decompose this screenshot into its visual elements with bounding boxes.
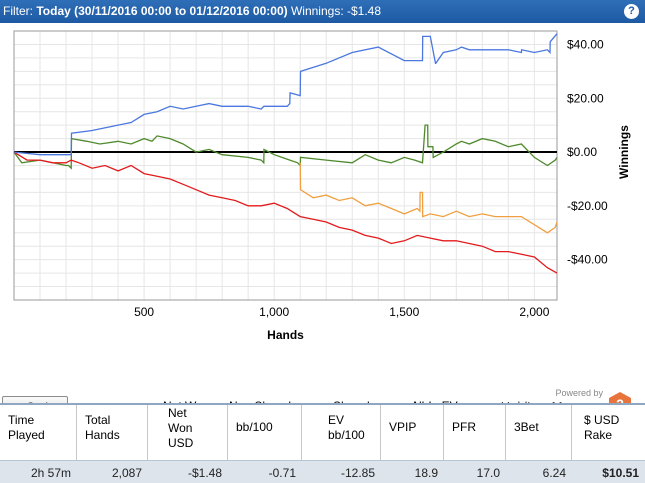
value-bb-100: -0.71 xyxy=(268,466,296,480)
series-line-net-won xyxy=(13,124,558,170)
plot-border xyxy=(13,30,558,301)
value-usd-rake: $10.51 xyxy=(602,466,639,480)
y-tick-label: $40.00 xyxy=(567,37,604,51)
y-tick-label: $0.00 xyxy=(567,145,597,159)
x-tick-label: 500 xyxy=(134,305,154,319)
filter-prefix: Filter: xyxy=(3,4,33,18)
header-pfr[interactable]: PFR xyxy=(444,405,506,460)
stats-table: Time Played Total Hands Net Won USD bb/1… xyxy=(0,403,645,483)
value-vpip: 18.9 xyxy=(414,466,438,480)
x-tick-label: 2,000 xyxy=(519,305,549,319)
header-net-won-usd[interactable]: Net Won USD xyxy=(148,405,228,460)
winnings-chart-area: 500 1,000 1,500 2,000 $40.00 $20.00 $0.00 -$20.… xyxy=(0,23,645,418)
filter-date-range: Today (30/11/2016 00:00 to 01/12/2016 00… xyxy=(36,4,288,18)
value-pfr: 17.0 xyxy=(476,466,500,480)
header-usd-rake[interactable]: $ USD Rake xyxy=(572,405,645,460)
value-ev-bb-100: -12.85 xyxy=(340,466,375,480)
header-ev-bb-100[interactable]: EV bb/100 xyxy=(302,405,381,460)
help-icon[interactable]: ? xyxy=(624,4,639,19)
series-line-non-showdown xyxy=(13,151,558,274)
header-label: VPIP xyxy=(389,420,417,434)
value-time-played: 2h 57m xyxy=(30,466,71,480)
y-tick-label: -$20.00 xyxy=(567,199,608,213)
header-bb-100[interactable]: bb/100 xyxy=(228,405,302,460)
header-label: bb/100 xyxy=(236,420,273,434)
header-time-played[interactable]: Time Played xyxy=(0,405,77,460)
value-total-hands: 2,087 xyxy=(111,466,142,480)
header-label: EV bb/100 xyxy=(328,413,365,442)
header-total-hands[interactable]: Total Hands xyxy=(77,405,148,460)
y-axis-label: Winnings xyxy=(617,125,631,179)
y-tick-label: -$40.00 xyxy=(567,253,608,267)
value-net-won-usd: -$1.48 xyxy=(187,466,222,480)
filter-title-bar: Filter: Today (30/11/2016 00:00 to 01/12… xyxy=(0,0,645,23)
header-label: $ USD Rake xyxy=(584,413,620,442)
header-label: PFR xyxy=(452,420,476,434)
series-line-showdown xyxy=(13,33,558,156)
header-label: Time Played xyxy=(8,413,45,442)
y-tick-label: $20.00 xyxy=(567,91,604,105)
stats-header-row: Time Played Total Hands Net Won USD bb/1… xyxy=(0,405,645,460)
x-axis-label: Hands xyxy=(267,328,304,342)
value-3bet: 6.24 xyxy=(542,466,566,480)
header-3bet[interactable]: 3Bet xyxy=(506,405,572,460)
header-label: 3Bet xyxy=(514,420,539,434)
powered-by-text: Powered by xyxy=(555,388,603,398)
winnings-graph: 500 1,000 1,500 2,000 $40.00 $20.00 $0.00 -$20.… xyxy=(13,30,631,342)
header-label: Total Hands xyxy=(85,413,120,442)
stats-value-row[interactable]: 2h 57m 2,087 -$1.48 -0.71 -12.85 18.9 17… xyxy=(0,460,645,483)
header-label: Net Won USD xyxy=(168,406,194,450)
x-tick-label: 1,000 xyxy=(259,305,289,319)
x-tick-label: 1,500 xyxy=(389,305,419,319)
series-line-all-in-ev xyxy=(299,162,558,234)
header-vpip[interactable]: VPIP xyxy=(381,405,444,460)
filter-winnings: Winnings: -$1.48 xyxy=(290,4,382,18)
